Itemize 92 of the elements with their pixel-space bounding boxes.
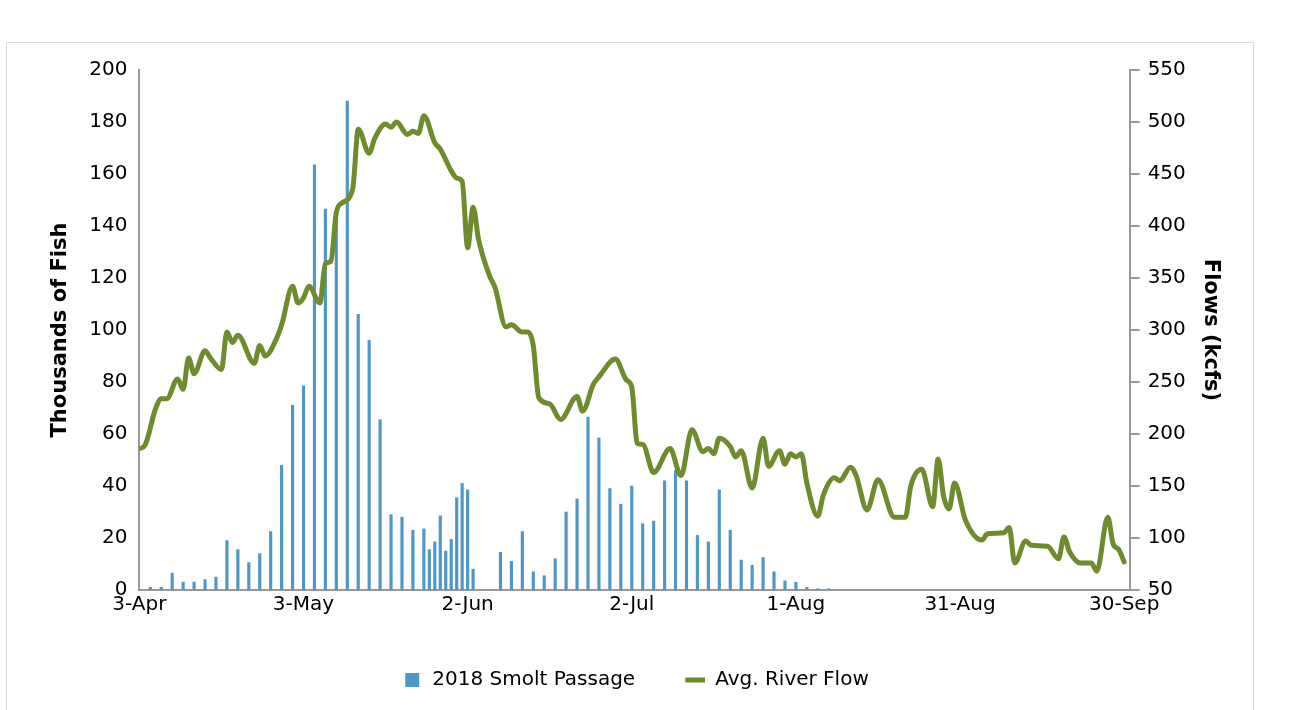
bar bbox=[673, 470, 678, 590]
bar bbox=[466, 489, 470, 590]
y-tick-label: 60 bbox=[101, 420, 128, 445]
legend-label: 2018 Smolt Passage bbox=[432, 666, 636, 691]
bar bbox=[247, 562, 251, 590]
bar bbox=[783, 580, 787, 590]
bar bbox=[728, 529, 732, 590]
x-tick-label: 2-Jul bbox=[609, 591, 655, 616]
y2-tick-label: 300 bbox=[1147, 316, 1186, 341]
bar bbox=[663, 480, 667, 590]
bar bbox=[471, 568, 475, 590]
bar bbox=[717, 489, 721, 590]
bar bbox=[301, 385, 306, 590]
bar bbox=[630, 485, 634, 590]
bar bbox=[422, 528, 426, 590]
bar bbox=[411, 529, 415, 590]
bar bbox=[181, 581, 185, 590]
y2-tick-label: 450 bbox=[1147, 160, 1186, 185]
bar bbox=[312, 164, 317, 590]
bar bbox=[619, 503, 623, 590]
bar bbox=[214, 576, 218, 590]
bar bbox=[159, 587, 163, 590]
bar bbox=[750, 564, 754, 590]
bar bbox=[531, 571, 535, 590]
bar bbox=[460, 483, 464, 590]
y-tick-label: 20 bbox=[101, 524, 128, 549]
bar bbox=[236, 549, 240, 590]
y2-axis-title: Flows (kcfs) bbox=[1199, 258, 1224, 402]
bar bbox=[148, 587, 152, 590]
bar bbox=[652, 520, 656, 590]
bar bbox=[345, 100, 349, 590]
y2-tick-label: 250 bbox=[1147, 368, 1186, 393]
bar bbox=[772, 571, 776, 590]
x-tick-label: 2-Jun bbox=[441, 591, 494, 616]
bar bbox=[427, 549, 431, 590]
bar bbox=[269, 531, 273, 590]
bar bbox=[553, 558, 557, 590]
bar bbox=[597, 437, 601, 590]
bar bbox=[641, 523, 645, 590]
bar bbox=[575, 498, 579, 590]
bar bbox=[389, 514, 393, 590]
y2-tick-label: 350 bbox=[1147, 264, 1186, 289]
bar bbox=[455, 497, 459, 590]
bar bbox=[356, 314, 360, 590]
y-tick-label: 120 bbox=[89, 264, 128, 289]
bar bbox=[444, 550, 448, 590]
bar bbox=[225, 540, 229, 590]
legend-label: Avg. River Flow bbox=[715, 666, 869, 691]
bar bbox=[509, 561, 513, 590]
y-tick-label: 200 bbox=[89, 56, 128, 81]
bar bbox=[203, 579, 207, 590]
y-tick-label: 180 bbox=[89, 108, 128, 133]
y2-tick-label: 550 bbox=[1147, 56, 1186, 81]
y2-tick-label: 400 bbox=[1147, 212, 1186, 237]
bar bbox=[564, 511, 568, 590]
y-tick-label: 40 bbox=[101, 472, 128, 497]
y2-tick-label: 200 bbox=[1147, 420, 1186, 445]
x-tick-label: 3-May bbox=[272, 591, 335, 616]
bar bbox=[192, 581, 196, 590]
bar bbox=[739, 559, 743, 590]
bar bbox=[290, 405, 295, 590]
bar bbox=[280, 464, 284, 590]
bar bbox=[498, 551, 503, 590]
y2-tick-label: 150 bbox=[1147, 472, 1186, 497]
bar bbox=[520, 531, 524, 590]
bar bbox=[761, 557, 765, 590]
bar bbox=[258, 553, 262, 590]
bar bbox=[706, 541, 710, 590]
y-axis-title: Thousands of Fish bbox=[47, 222, 72, 438]
bar bbox=[586, 416, 590, 590]
bar bbox=[542, 575, 546, 590]
bar bbox=[805, 587, 809, 590]
bar bbox=[323, 208, 327, 590]
y2-tick-label: 100 bbox=[1147, 524, 1186, 549]
bar bbox=[794, 581, 798, 590]
bar bbox=[438, 515, 442, 590]
y2-tick-label: 500 bbox=[1147, 108, 1186, 133]
bar bbox=[170, 572, 174, 590]
bar bbox=[695, 535, 699, 590]
x-tick-label: 1-Aug bbox=[766, 591, 826, 616]
bar bbox=[684, 480, 689, 590]
bar bbox=[378, 419, 382, 590]
bar bbox=[400, 516, 404, 590]
y-tick-label: 100 bbox=[89, 316, 128, 341]
bar bbox=[449, 538, 453, 590]
y-tick-label: 140 bbox=[89, 212, 128, 237]
bar bbox=[367, 340, 371, 590]
y-tick-label: 80 bbox=[101, 368, 128, 393]
y-tick-label: 160 bbox=[89, 160, 128, 185]
bar bbox=[433, 541, 437, 590]
x-tick-label: 31-Aug bbox=[924, 591, 996, 616]
bar bbox=[608, 488, 612, 590]
